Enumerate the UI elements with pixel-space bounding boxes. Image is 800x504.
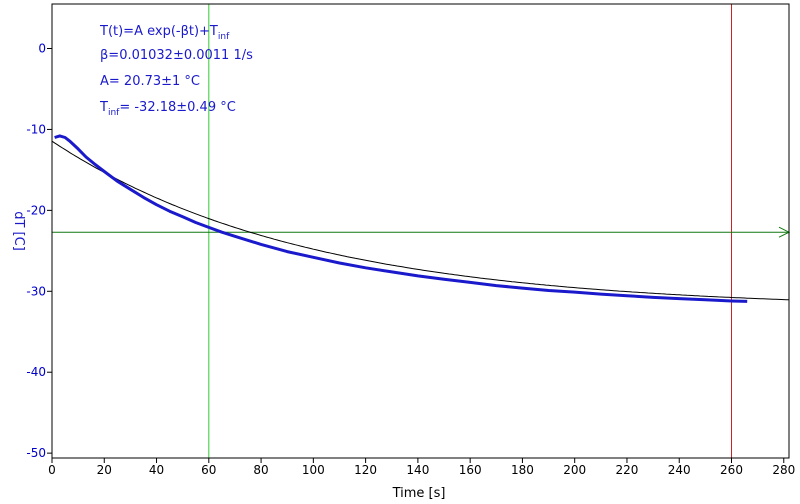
fit-tinf: Tinf= -32.18±0.49 °C bbox=[99, 100, 236, 118]
x-tick-label: 200 bbox=[563, 463, 586, 477]
y-axis-label: dT [C] bbox=[11, 211, 26, 251]
y-tick-label: -10 bbox=[26, 122, 46, 136]
fit-tinf-post: = -32.18±0.49 °C bbox=[119, 100, 235, 115]
x-tick-label: 100 bbox=[302, 463, 325, 477]
y-tick-label: -30 bbox=[26, 284, 46, 298]
x-tick-label: 140 bbox=[406, 463, 429, 477]
y-tick-label: -50 bbox=[26, 446, 46, 460]
x-tick-label: 280 bbox=[772, 463, 795, 477]
fit-tinf-sub: inf bbox=[108, 108, 120, 118]
fit-equation-main: T(t)=A exp(-βt)+T bbox=[99, 24, 218, 39]
fit-tinf-pre: T bbox=[99, 100, 108, 115]
x-tick-label: 180 bbox=[511, 463, 534, 477]
fit-beta: β=0.01032±0.0011 1/s bbox=[100, 48, 253, 63]
y-tick-label: -40 bbox=[26, 365, 46, 379]
fit-layer bbox=[51, 140, 790, 301]
fit-equation: T(t)=A exp(-βt)+Tinf bbox=[99, 24, 230, 42]
x-tick-label: 60 bbox=[201, 463, 216, 477]
x-tick-label: 80 bbox=[253, 463, 268, 477]
y-tick-label: -20 bbox=[26, 203, 46, 217]
cursors-layer bbox=[52, 4, 791, 458]
fit-curve bbox=[51, 140, 790, 301]
x-tick-label: 20 bbox=[97, 463, 112, 477]
fit-annotation: T(t)=A exp(-βt)+Tinf β=0.01032±0.0011 1/… bbox=[99, 24, 253, 118]
fit-equation-sub: inf bbox=[218, 32, 230, 42]
x-tick-label: 260 bbox=[720, 463, 743, 477]
y-axis: 0 -10 -20 -30 -40 -50 bbox=[26, 42, 52, 460]
data-series-line bbox=[54, 134, 748, 303]
plot-frame bbox=[51, 3, 790, 459]
x-tick-label: 0 bbox=[48, 463, 56, 477]
x-tick-label: 120 bbox=[354, 463, 377, 477]
data-layer bbox=[54, 134, 748, 303]
x-tick-label: 160 bbox=[459, 463, 482, 477]
x-tick-label: 220 bbox=[616, 463, 639, 477]
x-axis-label: Time [s] bbox=[392, 486, 446, 501]
x-tick-label: 40 bbox=[149, 463, 164, 477]
x-tick-label: 240 bbox=[668, 463, 691, 477]
fit-amplitude: A= 20.73±1 °C bbox=[100, 74, 200, 89]
y-tick-label: 0 bbox=[38, 42, 46, 56]
x-axis: 0 20 40 60 80 100 120 140 160 180 200 220 240 260 280 bbox=[48, 458, 795, 477]
